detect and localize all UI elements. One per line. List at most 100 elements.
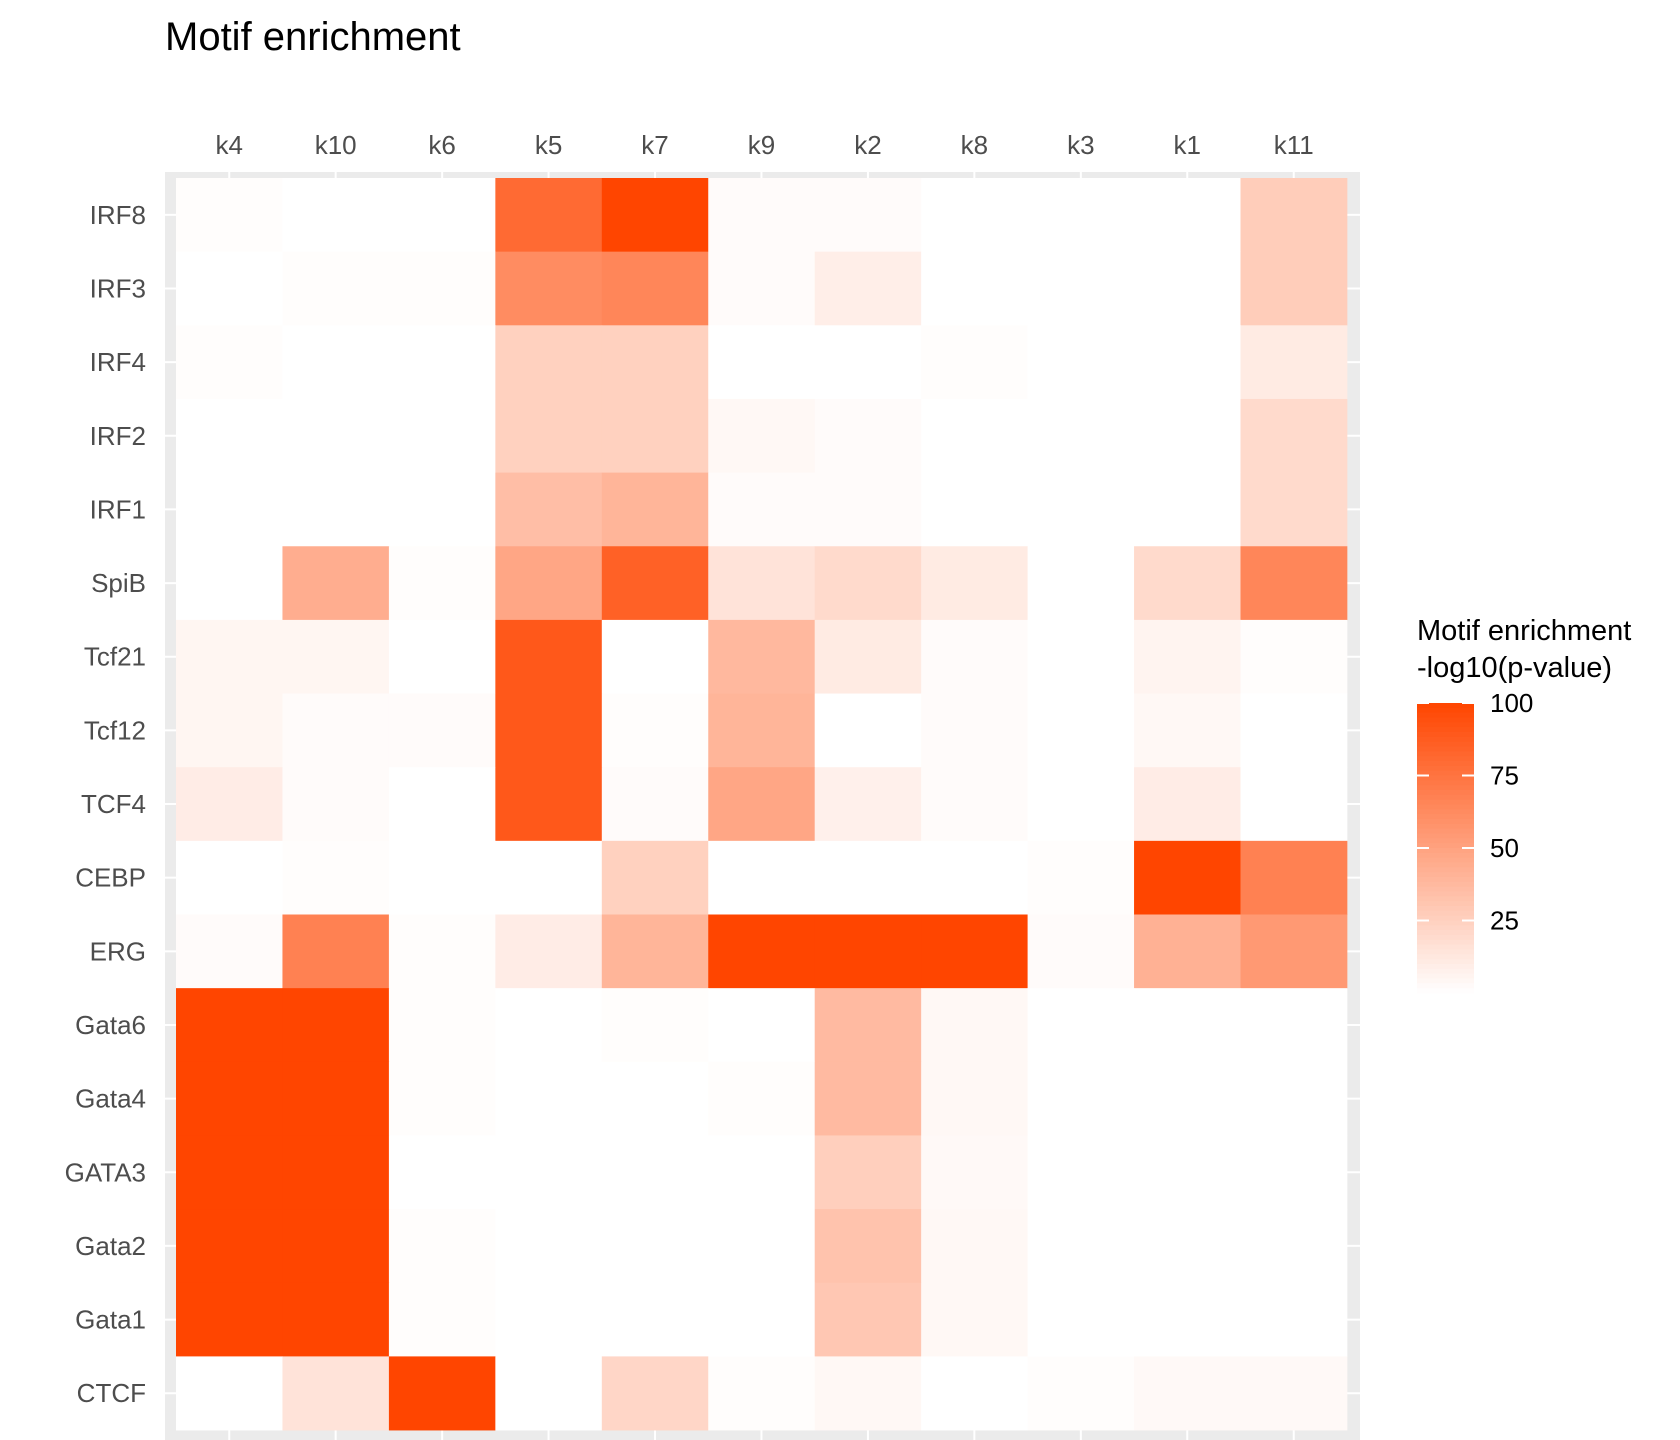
legend-tick-label-75: 75 xyxy=(1490,761,1519,791)
legend-colorbar-segment xyxy=(1417,761,1474,767)
heatmap-cell-Gata4-k6 xyxy=(388,1061,496,1136)
heatmap-cell-Gata1-k4 xyxy=(176,1282,283,1357)
heatmap-cell-IRF1-k11 xyxy=(1240,472,1348,547)
heatmap-cell-Tcf21-k10 xyxy=(282,619,390,694)
heatmap-cell-IRF1-k3 xyxy=(1027,472,1135,547)
x-tick-label-k10: k10 xyxy=(315,130,357,160)
heatmap-cell-Gata4-k2 xyxy=(814,1061,922,1136)
y-tick-label-Gata2: Gata2 xyxy=(75,1231,146,1261)
heatmap-cell-Gata6-k10 xyxy=(282,988,390,1063)
heatmap-cell-ERG-k1 xyxy=(1134,914,1241,989)
heatmap-cell-IRF4-k5 xyxy=(495,325,603,400)
heatmap-cell-Gata6-k5 xyxy=(495,988,603,1063)
heatmap-cell-Gata4-k7 xyxy=(601,1061,709,1136)
heatmap-cell-IRF4-k2 xyxy=(814,325,922,400)
legend-colorbar-segment xyxy=(1417,881,1474,888)
heatmap-cell-SpiB-k5 xyxy=(495,546,603,621)
legend-tick-label-25: 25 xyxy=(1490,906,1519,936)
heatmap-cell-TCF4-k7 xyxy=(601,767,709,842)
y-tick-label-Gata4: Gata4 xyxy=(75,1084,146,1114)
heatmap-cell-SpiB-k3 xyxy=(1027,546,1135,621)
heatmap-cell-Tcf21-k3 xyxy=(1027,619,1135,694)
legend-colorbar-segment xyxy=(1417,736,1474,743)
heatmap-cell-TCF4-k9 xyxy=(708,767,816,842)
heatmap-cell-IRF3-k9 xyxy=(708,251,816,326)
heatmap-cell-IRF3-k8 xyxy=(921,251,1028,326)
heatmap-cell-SpiB-k9 xyxy=(708,546,816,621)
legend-colorbar-segment xyxy=(1417,703,1474,709)
heatmap-cell-IRF3-k4 xyxy=(176,251,283,326)
heatmap-cell-GATA3-k6 xyxy=(388,1135,496,1210)
legend-colorbar-segment xyxy=(1417,964,1474,970)
legend-colorbar-segment xyxy=(1417,877,1474,883)
legend-colorbar-segment xyxy=(1417,804,1474,810)
heatmap-cell-CEBP-k6 xyxy=(388,840,496,915)
heatmap-cell-Gata1-k5 xyxy=(495,1282,603,1357)
heatmap-cell-TCF4-k1 xyxy=(1134,767,1241,842)
y-tick-label-CTCF: CTCF xyxy=(77,1378,146,1408)
heatmap-cell-Gata2-k6 xyxy=(388,1209,496,1284)
legend-colorbar-segment xyxy=(1417,809,1474,815)
heatmap-cell-TCF4-k5 xyxy=(495,767,603,842)
y-tick-label-IRF2: IRF2 xyxy=(90,421,146,451)
legend-colorbar-segment xyxy=(1417,780,1474,786)
heatmap-cell-Tcf12-k3 xyxy=(1027,693,1135,768)
heatmap-cell-IRF4-k10 xyxy=(282,325,390,400)
legend-colorbar-segment xyxy=(1417,968,1474,975)
legend-colorbar-segment xyxy=(1417,983,1474,989)
heatmap-cell-IRF3-k6 xyxy=(388,251,496,326)
heatmap-cell-CTCF-k3 xyxy=(1027,1356,1135,1431)
heatmap-cell-Gata2-k2 xyxy=(814,1209,922,1284)
x-tick-label-k8: k8 xyxy=(961,130,988,160)
legend-colorbar-segment xyxy=(1417,949,1474,955)
x-axis-labels: k4 k10 k6 k5 k7 k9 k2 k8 k3 k1 k11 xyxy=(215,130,1313,160)
legend-tick-label-50: 50 xyxy=(1490,833,1519,863)
legend-colorbar-segment xyxy=(1417,978,1474,984)
heatmap-cells xyxy=(176,178,1348,1431)
heatmap-cell-TCF4-k3 xyxy=(1027,767,1135,842)
heatmap-cell-IRF8-k9 xyxy=(708,178,816,253)
heatmap-cell-IRF3-k5 xyxy=(495,251,603,326)
heatmap-cell-Gata1-k1 xyxy=(1134,1282,1241,1357)
x-tick-label-k5: k5 xyxy=(535,130,562,160)
legend-colorbar-segment xyxy=(1417,741,1474,748)
heatmap-cell-SpiB-k1 xyxy=(1134,546,1241,621)
heatmap-cell-CEBP-k1 xyxy=(1134,840,1241,915)
legend-colorbar xyxy=(1417,703,1474,994)
legend-colorbar-segment xyxy=(1417,935,1474,941)
heatmap-cell-CTCF-k2 xyxy=(814,1356,922,1431)
heatmap-cell-SpiB-k2 xyxy=(814,546,922,621)
heatmap-cell-Gata2-k9 xyxy=(708,1209,816,1284)
heatmap-cell-IRF8-k10 xyxy=(282,178,390,253)
heatmap-cell-CEBP-k7 xyxy=(601,840,709,915)
heatmap-cell-IRF2-k7 xyxy=(601,398,709,473)
legend-colorbar-segment xyxy=(1417,988,1474,994)
heatmap-cell-Tcf21-k8 xyxy=(921,619,1028,694)
heatmap-cell-IRF1-k10 xyxy=(282,472,390,547)
heatmap-cell-IRF4-k9 xyxy=(708,325,816,400)
heatmap-cell-TCF4-k6 xyxy=(388,767,496,842)
heatmap-cell-Gata4-k5 xyxy=(495,1061,603,1136)
legend-colorbar-segment xyxy=(1417,727,1474,733)
heatmap-cell-CEBP-k8 xyxy=(921,840,1028,915)
heatmap-cell-ERG-k3 xyxy=(1027,914,1135,989)
heatmap-cell-Tcf12-k8 xyxy=(921,693,1028,768)
heatmap-cell-IRF2-k11 xyxy=(1240,398,1348,473)
heatmap-cell-ERG-k7 xyxy=(601,914,709,989)
legend-colorbar-segment xyxy=(1417,823,1474,830)
heatmap-cell-Tcf21-k11 xyxy=(1240,619,1348,694)
heatmap-cell-IRF4-k4 xyxy=(176,325,283,400)
heatmap-cell-IRF8-k11 xyxy=(1240,178,1348,253)
legend-colorbar-segment xyxy=(1417,799,1474,806)
heatmap-cell-Gata6-k6 xyxy=(388,988,496,1063)
heatmap-cell-CEBP-k10 xyxy=(282,840,390,915)
heatmap-cell-IRF2-k4 xyxy=(176,398,283,473)
heatmap-cell-IRF1-k7 xyxy=(601,472,709,547)
heatmap-cell-Tcf21-k2 xyxy=(814,619,922,694)
y-tick-label-IRF4: IRF4 xyxy=(90,347,146,377)
legend-colorbar-segment xyxy=(1417,722,1474,728)
heatmap-cell-Tcf12-k11 xyxy=(1240,693,1348,768)
heatmap-cell-SpiB-k4 xyxy=(176,546,283,621)
legend-colorbar-segment xyxy=(1417,891,1474,897)
heatmap-cell-CEBP-k5 xyxy=(495,840,603,915)
